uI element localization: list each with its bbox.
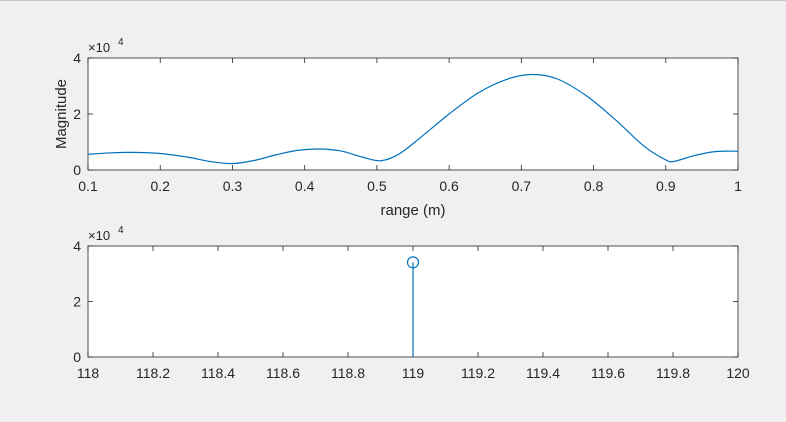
x-tick-label: 0.6 — [439, 178, 459, 194]
x-tick-label: 0.3 — [223, 178, 243, 194]
y-tick-label: 2 — [73, 106, 81, 122]
x-tick-label: 119.6 — [591, 365, 625, 381]
stem-marker — [406, 256, 420, 269]
x-tick-label: 119.8 — [656, 365, 690, 381]
x-tick-label: 120 — [726, 365, 750, 381]
x-tick-label: 118 — [77, 365, 100, 381]
y-exponent-base: ×10 — [88, 228, 110, 243]
y-tick-label: 2 — [73, 294, 81, 310]
y-tick-label: 4 — [73, 238, 81, 254]
y-tick-label: 0 — [73, 349, 81, 365]
y-tick-label: 0 — [73, 162, 81, 178]
plot-area — [87, 57, 739, 171]
x-tick-label: 118.4 — [201, 365, 235, 381]
x-tick-label: 0.8 — [584, 178, 604, 194]
x-tick-label: 119.4 — [526, 365, 560, 381]
axes-1: 0.1 0.2 0.3 0.4 0.5 0.6 0.7 0.8 0.9 1 0 2 4 ×10 4 range… — [53, 37, 742, 219]
x-tick-label: 118.6 — [266, 365, 300, 381]
x-tick-label: 0.2 — [150, 178, 170, 194]
x-tick-label: 119 — [402, 365, 425, 381]
y-tick-label: 4 — [73, 50, 81, 66]
x-tick-label: 1 — [734, 178, 742, 194]
y-exponent-power: 4 — [118, 37, 124, 48]
axes-2: 118 118.2 118.4 118.6 118.8 119 119.2 119.4 119.… — [73, 225, 750, 381]
x-axis-label: range (m) — [380, 202, 445, 219]
x-tick-label: 118.8 — [331, 365, 365, 381]
y-exponent-power: 4 — [118, 225, 124, 236]
magnitude-line — [87, 73, 739, 165]
x-tick-label: 0.9 — [656, 178, 676, 194]
x-tick-label: 0.7 — [512, 178, 532, 194]
y-exponent-base: ×10 — [88, 40, 110, 55]
x-tick-label: 118.2 — [136, 365, 170, 381]
x-tick-label: 119.2 — [461, 365, 495, 381]
x-tick-label: 0.5 — [367, 178, 387, 194]
x-tick-label: 0.4 — [295, 178, 315, 194]
y-axis-label: Magnitude — [53, 79, 70, 149]
x-tick-label: 0.1 — [78, 178, 98, 194]
